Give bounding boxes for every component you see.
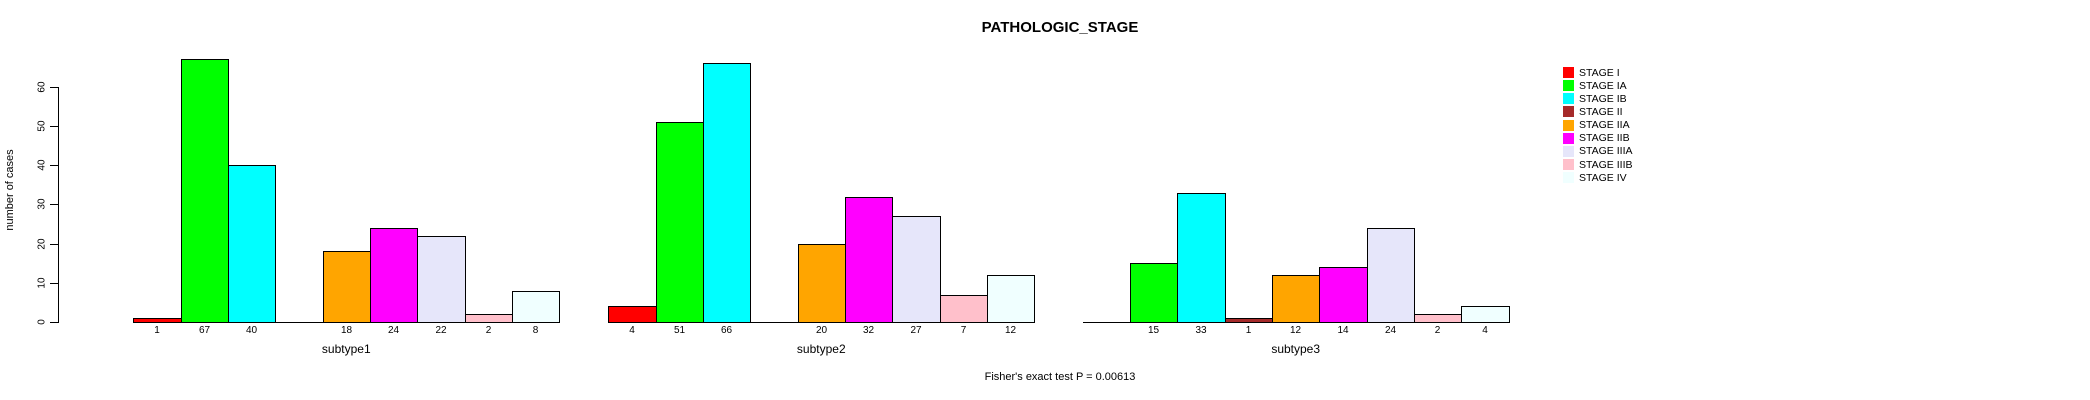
bar-count-label: 22: [435, 325, 447, 336]
bar-count-label: 12: [1289, 325, 1302, 336]
bar-count-label: 15: [1147, 325, 1160, 336]
legend-swatch: [1563, 106, 1574, 118]
y-tick-label: 20: [36, 238, 48, 250]
bar-count-label: 4: [629, 325, 635, 336]
y-tick-mark: [50, 87, 58, 88]
legend-swatch: [1563, 132, 1574, 144]
bar-subtype2-stage-iiia: [892, 216, 941, 323]
bar-count-label: 33: [1195, 325, 1207, 336]
bar-subtype2-stage-iiib: [940, 295, 988, 323]
legend-swatch: [1563, 67, 1574, 78]
bar-count-label: 24: [387, 325, 400, 336]
y-tick-mark: [50, 165, 58, 166]
bar-count-label: 18: [340, 325, 353, 336]
y-tick-label: 50: [36, 120, 48, 132]
bar-count-label: 32: [862, 325, 875, 336]
legend-label: STAGE IIB: [1579, 132, 1630, 145]
bar-count-label: 20: [815, 325, 828, 336]
bar-subtype3-stage-iv: [1461, 306, 1510, 323]
y-axis-line: [58, 87, 59, 323]
legend-label: STAGE IA: [1579, 79, 1627, 92]
bar-subtype3-stage-ii: [1225, 318, 1273, 323]
legend-item: STAGE IA: [1563, 79, 1627, 92]
category-label-subtype2: subtype2: [796, 342, 846, 356]
legend-label: STAGE IV: [1579, 171, 1627, 184]
bar-subtype1-stage-i: [133, 318, 182, 323]
bar-subtype1-stage-iiib: [465, 314, 513, 323]
bar-subtype3-stage-ib: [1177, 193, 1226, 323]
bar-subtype3-stage-ia: [1130, 263, 1178, 323]
y-tick-mark: [50, 204, 58, 205]
bar-subtype2-stage-ib: [703, 63, 751, 323]
bar-count-label: 51: [673, 325, 686, 336]
y-axis-label: number of cases: [4, 149, 16, 231]
y-tick-mark: [50, 283, 58, 284]
legend-label: STAGE IIIB: [1579, 158, 1633, 171]
legend-swatch: [1563, 172, 1574, 184]
bar-subtype1-stage-iia: [323, 251, 371, 323]
legend-item: STAGE IIIA: [1563, 145, 1632, 158]
y-tick-mark: [50, 322, 58, 323]
bar-count-label: 14: [1337, 325, 1349, 336]
bar-count-label: 66: [720, 325, 733, 336]
y-tick-label: 40: [36, 159, 48, 171]
fisher-test-caption: Fisher's exact test P = 0.00613: [984, 371, 1136, 383]
bar-subtype2-stage-i: [608, 306, 657, 323]
y-tick-mark: [50, 126, 58, 127]
legend-item: STAGE IIA: [1563, 119, 1630, 132]
legend-item: STAGE IIIB: [1563, 158, 1632, 171]
legend-item: STAGE IIB: [1563, 132, 1630, 145]
bar-count-label: 67: [198, 325, 211, 336]
bar-subtype1-stage-iiia: [417, 236, 466, 323]
legend-item: STAGE IB: [1563, 92, 1627, 105]
chart-title: PATHOLOGIC_STAGE: [981, 19, 1139, 36]
legend-swatch: [1563, 119, 1574, 131]
bar-subtype3-stage-iib: [1319, 267, 1368, 323]
legend-label: STAGE IIIA: [1579, 145, 1633, 158]
bar-count-label: 1: [1245, 325, 1252, 336]
category-label-subtype3: subtype3: [1271, 342, 1321, 356]
category-label-subtype1: subtype1: [321, 342, 371, 356]
legend-swatch: [1563, 159, 1574, 171]
legend-swatch: [1563, 93, 1574, 105]
bar-count-label: 27: [910, 325, 922, 336]
legend-swatch: [1563, 145, 1574, 157]
bar-subtype1-stage-iib: [370, 228, 418, 323]
bar-count-label: 1: [154, 325, 160, 336]
y-tick-label: 60: [36, 81, 48, 93]
bar-subtype3-stage-iia: [1272, 275, 1320, 323]
bar-subtype3-stage-iiia: [1367, 228, 1415, 323]
legend-label: STAGE IIA: [1579, 119, 1630, 132]
bar-count-label: 2: [485, 325, 492, 336]
legend-item: STAGE II: [1563, 105, 1623, 118]
bar-subtype2-stage-ia: [656, 122, 704, 323]
bar-count-label: 4: [1482, 325, 1488, 336]
bar-count-label: 12: [1004, 325, 1017, 336]
bar-count-label: 24: [1384, 325, 1397, 336]
legend-item: STAGE IV: [1563, 171, 1627, 184]
bar-count-label: 7: [960, 325, 967, 336]
bar-count-label: 40: [245, 325, 258, 336]
bar-subtype3-stage-iiib: [1414, 314, 1462, 323]
y-tick-label: 10: [36, 277, 48, 289]
bar-subtype1-stage-iv: [512, 291, 560, 323]
y-tick-mark: [50, 244, 58, 245]
legend-item: STAGE I: [1563, 66, 1620, 79]
y-tick-label: 0: [36, 319, 48, 325]
legend-label: STAGE I: [1579, 66, 1620, 79]
bar-count-label: 8: [532, 325, 539, 336]
bar-subtype1-stage-ib: [228, 165, 276, 323]
bar-subtype2-stage-iv: [987, 275, 1035, 323]
bar-subtype2-stage-iib: [845, 197, 893, 323]
legend-swatch: [1563, 80, 1574, 92]
legend-label: STAGE IB: [1579, 92, 1627, 105]
y-tick-label: 30: [36, 198, 48, 210]
bar-subtype1-stage-ia: [181, 59, 229, 323]
bar-subtype2-stage-iia: [798, 244, 846, 323]
legend-label: STAGE II: [1579, 105, 1623, 118]
bar-count-label: 2: [1434, 325, 1441, 336]
